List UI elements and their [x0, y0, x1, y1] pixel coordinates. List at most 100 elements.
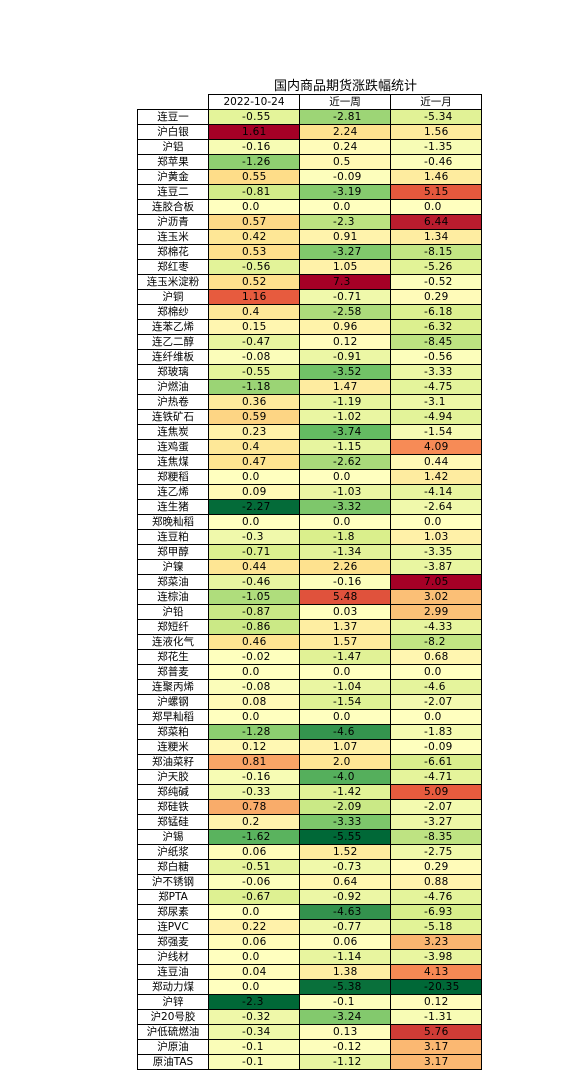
row-label: 连豆粕	[137, 529, 209, 545]
row-label: 沪锡	[137, 829, 209, 845]
heatmap-cell: 3.17	[390, 1054, 482, 1070]
heatmap-row: 郑花生 -0.02 -1.47 0.68	[137, 649, 482, 665]
row-label: 郑PTA	[137, 889, 209, 905]
heatmap-row: 郑强麦 0.06 0.06 3.23	[137, 934, 482, 950]
heatmap-cell: -0.91	[299, 349, 391, 365]
heatmap-cell: -2.3	[299, 214, 391, 230]
row-label: 连玉米	[137, 229, 209, 245]
row-label: 连PVC	[137, 919, 209, 935]
heatmap-cell: 5.15	[390, 184, 482, 200]
heatmap-cell: 0.0	[390, 514, 482, 530]
heatmap-cell: -1.03	[299, 484, 391, 500]
heatmap-cell: -3.32	[299, 499, 391, 515]
heatmap-cell: -5.34	[390, 109, 482, 125]
heatmap-row: 郑甲醇 -0.71 -1.34 -3.35	[137, 544, 482, 560]
heatmap-cell: 2.24	[299, 124, 391, 140]
heatmap-cell: 0.09	[208, 484, 300, 500]
heatmap-cell: 1.03	[390, 529, 482, 545]
header-row: 2022-10-24 近一周 近一月	[138, 94, 482, 110]
heatmap-cell: -5.38	[299, 979, 391, 995]
heatmap-cell: -0.33	[208, 784, 300, 800]
row-label: 连豆一	[137, 109, 209, 125]
heatmap-cell: 1.05	[299, 259, 391, 275]
heatmap-row: 沪不锈钢 -0.06 0.64 0.88	[137, 874, 482, 890]
heatmap-row: 沪镍 0.44 2.26 -3.87	[137, 559, 482, 575]
heatmap-cell: -0.73	[299, 859, 391, 875]
heatmap-cell: 0.0	[390, 199, 482, 215]
heatmap-cell: 0.44	[208, 559, 300, 575]
heatmap-cell: 0.0	[299, 199, 391, 215]
heatmap-row: 郑油菜籽 0.81 2.0 -6.61	[137, 754, 482, 770]
heatmap-cell: -1.05	[208, 589, 300, 605]
heatmap-cell: -0.77	[299, 919, 391, 935]
heatmap-cell: 0.08	[208, 694, 300, 710]
heatmap-cell: 1.16	[208, 289, 300, 305]
row-label: 郑油菜籽	[137, 754, 209, 770]
heatmap-cell: -8.15	[390, 244, 482, 260]
heatmap-cell: -8.35	[390, 829, 482, 845]
heatmap-cell: -8.2	[390, 634, 482, 650]
heatmap-cell: 0.44	[390, 454, 482, 470]
heatmap-row: 连纤维板 -0.08 -0.91 -0.56	[137, 349, 482, 365]
heatmap-cell: 0.57	[208, 214, 300, 230]
row-label: 郑菜油	[137, 574, 209, 590]
row-label: 沪原油	[137, 1039, 209, 1055]
heatmap-cell: -1.04	[299, 679, 391, 695]
heatmap-cell: -0.16	[208, 139, 300, 155]
heatmap-cell: 0.91	[299, 229, 391, 245]
heatmap-cell: -6.61	[390, 754, 482, 770]
heatmap-cell: 5.09	[390, 784, 482, 800]
heatmap-cell: 0.78	[208, 799, 300, 815]
heatmap-cell: -1.14	[299, 949, 391, 965]
row-label: 沪线材	[137, 949, 209, 965]
heatmap-cell: -6.18	[390, 304, 482, 320]
heatmap-row: 郑锰硅 0.2 -3.33 -3.27	[137, 814, 482, 830]
heatmap-row: 连PVC 0.22 -0.77 -5.18	[137, 919, 482, 935]
heatmap-cell: 0.0	[208, 664, 300, 680]
row-label: 郑苹果	[137, 154, 209, 170]
heatmap-row: 连聚丙烯 -0.08 -1.04 -4.6	[137, 679, 482, 695]
heatmap-cell: -2.62	[299, 454, 391, 470]
row-label: 郑晚籼稻	[137, 514, 209, 530]
heatmap-cell: 0.0	[208, 904, 300, 920]
heatmap-cell: -3.24	[299, 1009, 391, 1025]
heatmap-cell: -4.76	[390, 889, 482, 905]
row-label: 郑花生	[137, 649, 209, 665]
heatmap-cell: -0.86	[208, 619, 300, 635]
heatmap-row: 沪线材 0.0 -1.14 -3.98	[137, 949, 482, 965]
row-label: 连生猪	[137, 499, 209, 515]
row-label: 连纤维板	[137, 349, 209, 365]
heatmap-cell: -1.34	[299, 544, 391, 560]
heatmap-row: 连液化气 0.46 1.57 -8.2	[137, 634, 482, 650]
heatmap-cell: 0.0	[299, 514, 391, 530]
heatmap-row: 连粳米 0.12 1.07 -0.09	[137, 739, 482, 755]
heatmap-row: 沪纸浆 0.06 1.52 -2.75	[137, 844, 482, 860]
row-label: 沪沥青	[137, 214, 209, 230]
heatmap-cell: 0.0	[208, 979, 300, 995]
heatmap-cell: -3.33	[390, 364, 482, 380]
row-label: 连棕油	[137, 589, 209, 605]
heatmap-row: 连豆油 0.04 1.38 4.13	[137, 964, 482, 980]
heatmap-cell: -3.27	[390, 814, 482, 830]
heatmap-cell: 0.0	[208, 469, 300, 485]
heatmap-cell: -3.35	[390, 544, 482, 560]
row-label: 连胶合板	[137, 199, 209, 215]
row-label: 连聚丙烯	[137, 679, 209, 695]
heatmap-row: 原油TAS -0.1 -1.12 3.17	[137, 1054, 482, 1070]
heatmap-cell: -0.71	[208, 544, 300, 560]
row-label: 郑尿素	[137, 904, 209, 920]
heatmap-cell: -0.46	[390, 154, 482, 170]
heatmap-cell: 0.0	[208, 514, 300, 530]
heatmap-cell: 0.5	[299, 154, 391, 170]
row-label: 沪镍	[137, 559, 209, 575]
heatmap-cell: 0.22	[208, 919, 300, 935]
heatmap-cell: 6.44	[390, 214, 482, 230]
heatmap-cell: -0.56	[208, 259, 300, 275]
heatmap-cell: 0.0	[208, 199, 300, 215]
row-label: 沪纸浆	[137, 844, 209, 860]
heatmap-cell: -0.52	[390, 274, 482, 290]
heatmap-cell: 0.47	[208, 454, 300, 470]
row-label: 沪白银	[137, 124, 209, 140]
heatmap-cell: -0.56	[390, 349, 482, 365]
heatmap-row: 连豆一 -0.55 -2.81 -5.34	[137, 109, 482, 125]
